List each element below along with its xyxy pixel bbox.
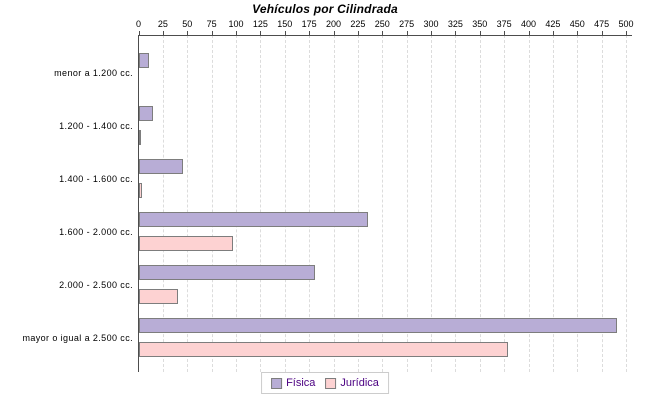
x-axis-tick xyxy=(431,31,432,36)
gridline xyxy=(211,35,213,372)
x-axis-tick-label: 300 xyxy=(423,19,439,29)
x-axis-tick-label: 100 xyxy=(228,19,244,29)
gridline xyxy=(382,35,384,372)
bar-series-0 xyxy=(139,265,315,280)
legend-item: Jurídica xyxy=(325,377,379,389)
x-axis-line xyxy=(138,35,632,36)
x-axis-tick xyxy=(284,31,286,36)
gridline xyxy=(162,35,164,372)
x-axis-tick xyxy=(626,31,627,36)
x-axis-tick-label: 475 xyxy=(594,19,610,29)
x-axis-tick xyxy=(309,31,311,36)
gridline xyxy=(406,35,408,372)
legend: Física Jurídica xyxy=(261,372,389,394)
x-axis-tick-label: 275 xyxy=(399,19,415,29)
gridline xyxy=(601,35,603,372)
gridline xyxy=(431,35,432,372)
x-axis-tick-label: 325 xyxy=(447,19,463,29)
x-axis-tick-label: 400 xyxy=(520,19,537,29)
gridline xyxy=(187,35,189,372)
bar-series-0 xyxy=(139,212,369,227)
category-label: 1.400 - 1.600 cc. xyxy=(59,174,133,184)
x-axis-tick xyxy=(357,31,359,36)
x-axis-tick xyxy=(382,31,384,36)
gridline xyxy=(504,35,506,372)
x-axis-tick xyxy=(455,31,457,36)
x-axis-tick xyxy=(211,31,213,36)
bar-series-1 xyxy=(139,236,233,251)
x-axis-tick-label: 350 xyxy=(472,19,488,29)
x-axis-tick-label: 25 xyxy=(157,19,168,29)
gridline xyxy=(577,35,579,372)
gridline xyxy=(455,35,457,372)
gridline xyxy=(479,35,481,372)
gridline xyxy=(309,35,311,372)
bar-series-1 xyxy=(139,183,142,198)
x-axis-tick xyxy=(528,31,530,36)
x-axis-tick-label: 0 xyxy=(135,19,142,29)
x-axis-tick-label: 250 xyxy=(374,19,390,29)
x-axis-tick xyxy=(504,31,506,36)
x-axis-tick-label: 150 xyxy=(277,19,293,29)
x-axis-tick xyxy=(260,31,262,36)
category-label: mayor o igual a 2.500 cc. xyxy=(22,333,133,343)
gridline xyxy=(552,35,554,372)
legend-swatch-icon xyxy=(325,377,337,389)
legend-item: Física xyxy=(271,377,315,389)
x-axis-tick-label: 175 xyxy=(301,19,317,29)
chart-title: Vehículos por Cilindrada xyxy=(252,2,398,16)
x-axis-tick-label: 375 xyxy=(496,19,512,29)
x-axis-tick-label: 50 xyxy=(182,19,193,29)
gridline xyxy=(626,35,627,372)
category-label: menor a 1.200 cc. xyxy=(54,68,133,78)
x-axis-tick xyxy=(406,31,408,36)
x-axis-tick-label: 75 xyxy=(206,19,217,29)
bar-series-0 xyxy=(139,53,149,68)
category-label: 1.600 - 2.000 cc. xyxy=(59,227,133,237)
x-axis-tick-label: 225 xyxy=(350,19,366,29)
x-axis-tick xyxy=(236,31,237,36)
x-axis-tick xyxy=(187,31,189,36)
bar-series-0 xyxy=(139,159,183,174)
gridline xyxy=(260,35,262,372)
gridline xyxy=(236,35,237,372)
x-axis-tick-label: 125 xyxy=(252,19,268,29)
x-axis-tick xyxy=(479,31,481,36)
x-axis-tick xyxy=(601,31,603,36)
legend-label: Física xyxy=(286,377,316,389)
x-axis-tick xyxy=(333,31,335,36)
legend-swatch-icon xyxy=(271,377,283,389)
legend-label: Jurídica xyxy=(340,377,379,389)
x-axis-tick-label: 500 xyxy=(618,19,634,29)
y-axis-line xyxy=(138,35,139,372)
category-label: 1.200 - 1.400 cc. xyxy=(59,121,133,131)
x-axis-tick-label: 200 xyxy=(325,19,342,29)
x-axis-tick xyxy=(162,31,164,36)
gridline xyxy=(333,35,335,372)
x-axis-tick xyxy=(552,31,554,36)
bar-series-1 xyxy=(139,342,508,357)
x-axis-tick-label: 450 xyxy=(569,19,585,29)
x-axis-tick xyxy=(577,31,579,36)
bar-series-0 xyxy=(139,318,617,333)
x-axis-tick xyxy=(138,31,140,36)
category-label: 2.000 - 2.500 cc. xyxy=(59,280,133,290)
x-axis-tick-label: 425 xyxy=(545,19,561,29)
bar-series-1 xyxy=(139,130,141,145)
gridline xyxy=(357,35,359,372)
bar-series-1 xyxy=(139,289,178,304)
gridline xyxy=(284,35,286,372)
bar-series-0 xyxy=(139,106,153,121)
gridline xyxy=(528,35,530,372)
